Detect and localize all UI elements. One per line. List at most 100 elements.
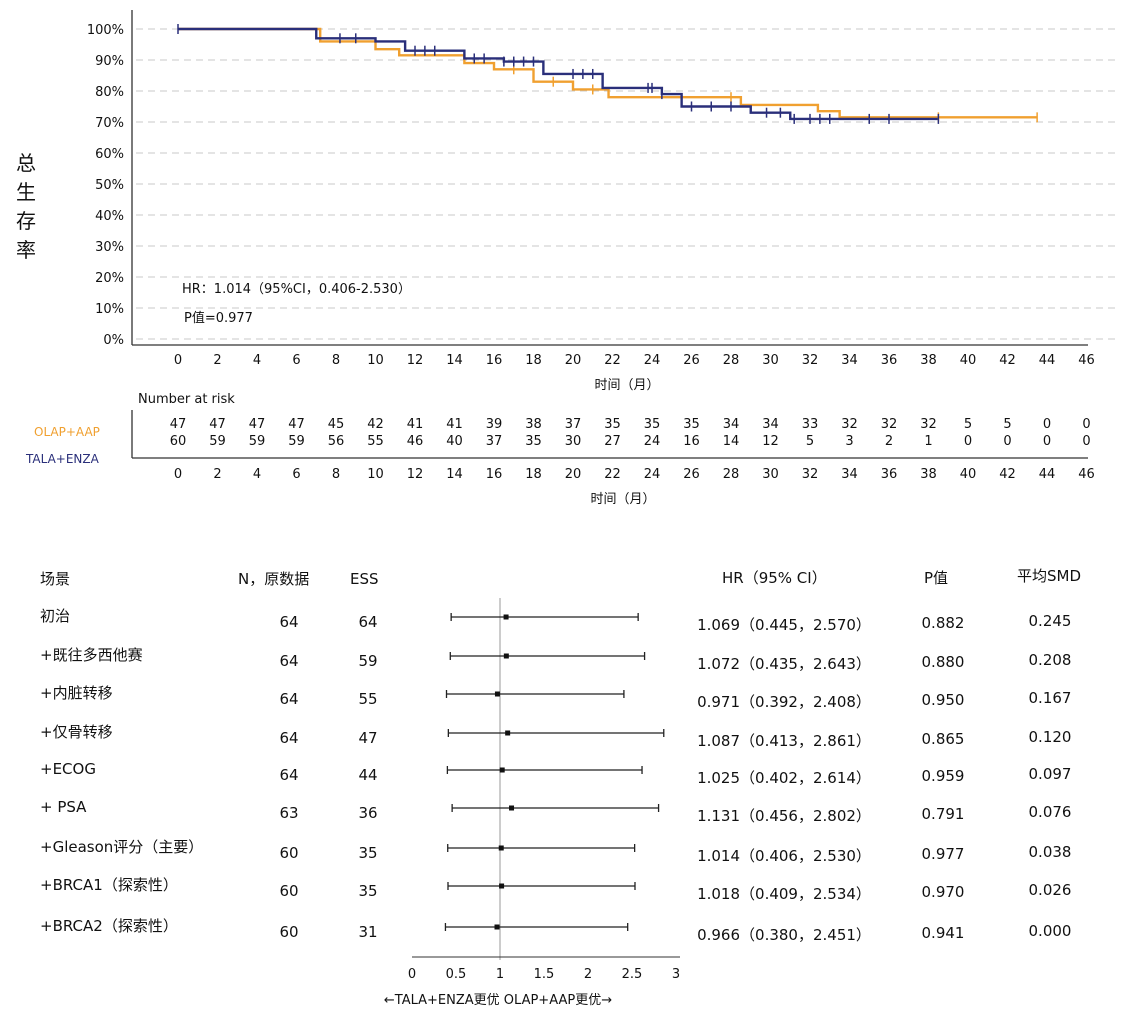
header-smd: 平均SMD bbox=[1017, 567, 1081, 585]
p-value-annotation: P值=0.977 bbox=[184, 310, 253, 326]
km-x-tick-label: 34 bbox=[841, 353, 858, 368]
risk-count: 34 bbox=[762, 417, 779, 432]
risk-x-tick-label: 46 bbox=[1078, 467, 1095, 482]
row-hr-ci: 1.025（0.402，2.614） bbox=[697, 769, 871, 787]
risk-x-tick-label: 16 bbox=[486, 467, 503, 482]
hr-point bbox=[503, 614, 509, 620]
row-ess: 47 bbox=[358, 729, 377, 747]
risk-count: 0 bbox=[964, 434, 972, 449]
risk-count: 0 bbox=[1003, 434, 1011, 449]
risk-x-axis-label: 时间（月） bbox=[590, 492, 655, 507]
row-scenario-label: +仅骨转移 bbox=[40, 723, 113, 741]
km-y-tick-label: 30% bbox=[95, 240, 124, 255]
hr-annotation: HR：1.014（95%CI，0.406-2.530） bbox=[182, 282, 411, 297]
forest-x-tick-label: 2 bbox=[584, 967, 592, 982]
km-x-tick-label: 38 bbox=[920, 353, 937, 368]
risk-count: 60 bbox=[170, 434, 187, 449]
row-n: 64 bbox=[279, 690, 298, 708]
km-x-tick-label: 22 bbox=[604, 353, 621, 368]
risk-x-tick-label: 26 bbox=[683, 467, 700, 482]
row-smd: 0.097 bbox=[1029, 765, 1072, 783]
row-n: 60 bbox=[279, 923, 298, 941]
km-x-tick-label: 2 bbox=[213, 353, 221, 368]
row-smd: 0.026 bbox=[1029, 881, 1072, 899]
forest-x-tick-label: 1 bbox=[496, 967, 504, 982]
km-x-ticks: 0 2 4 6 8 10 12 14 16 18 20 22 24 26 28 30 32 34 36 38 40 42 4… bbox=[174, 353, 1095, 368]
risk-x-tick-label: 2 bbox=[213, 467, 221, 482]
risk-count: 32 bbox=[841, 417, 858, 432]
risk-table: Number at risk OLAP+AAP TALA+ENZA 47 47 47… bbox=[25, 392, 1095, 507]
km-y-tick-label: 90% bbox=[95, 54, 124, 69]
row-n: 60 bbox=[279, 882, 298, 900]
km-x-tick-label: 32 bbox=[802, 353, 819, 368]
row-hr-ci: 1.087（0.413，2.861） bbox=[697, 732, 871, 750]
km-x-tick-label: 8 bbox=[332, 353, 340, 368]
risk-count: 38 bbox=[525, 417, 542, 432]
row-smd: 0.076 bbox=[1029, 803, 1072, 821]
risk-x-tick-label: 30 bbox=[762, 467, 779, 482]
km-x-tick-label: 36 bbox=[881, 353, 898, 368]
risk-count: 5 bbox=[964, 417, 972, 432]
row-p-value: 0.865 bbox=[922, 730, 965, 748]
row-smd: 0.167 bbox=[1029, 689, 1072, 707]
risk-count: 0 bbox=[1043, 434, 1051, 449]
hr-point bbox=[509, 805, 515, 811]
risk-x-tick-label: 28 bbox=[723, 467, 740, 482]
risk-count: 56 bbox=[328, 434, 345, 449]
row-n: 63 bbox=[279, 804, 298, 822]
row-scenario-label: +BRCA2（探索性） bbox=[40, 917, 178, 935]
km-x-tick-label: 12 bbox=[407, 353, 424, 368]
row-n: 64 bbox=[279, 729, 298, 747]
risk-count: 35 bbox=[525, 434, 542, 449]
header-hr: HR（95% CI） bbox=[722, 569, 827, 587]
km-y-tick-label: 40% bbox=[95, 209, 124, 224]
hr-point bbox=[498, 845, 504, 851]
forest-rows: 初治 64 64 1.069（0.445，2.570） 0.882 0.245 +既往多西他… bbox=[40, 607, 1071, 944]
risk-x-tick-label: 32 bbox=[802, 467, 819, 482]
row-scenario-label: + PSA bbox=[40, 798, 87, 816]
risk-count: 40 bbox=[446, 434, 463, 449]
row-scenario-label: +BRCA1（探索性） bbox=[40, 876, 178, 894]
row-ess: 36 bbox=[358, 804, 377, 822]
forest-x-caption: ←TALA+ENZA更优 OLAP+AAP更优→ bbox=[384, 993, 612, 1008]
row-p-value: 0.882 bbox=[922, 614, 965, 632]
row-p-value: 0.970 bbox=[922, 883, 965, 901]
row-ess: 35 bbox=[358, 844, 377, 862]
risk-x-tick-label: 34 bbox=[841, 467, 858, 482]
risk-count: 34 bbox=[723, 417, 740, 432]
row-hr-ci: 1.072（0.435，2.643） bbox=[697, 655, 871, 673]
row-hr-ci: 1.069（0.445，2.570） bbox=[697, 616, 871, 634]
risk-count: 37 bbox=[486, 434, 503, 449]
risk-values: 47 47 47 47 45 42 41 41 39 38 37 35 35 35 34 34 33 32 32 32… bbox=[170, 417, 1091, 449]
header-ess: ESS bbox=[350, 570, 379, 588]
km-y-tick-label: 10% bbox=[95, 302, 124, 317]
row-n: 64 bbox=[279, 613, 298, 631]
row-scenario-label: +既往多西他赛 bbox=[40, 646, 143, 664]
km-x-tick-label: 26 bbox=[683, 353, 700, 368]
km-x-tick-label: 46 bbox=[1078, 353, 1095, 368]
km-y-tick-label: 70% bbox=[95, 116, 124, 131]
risk-count: 33 bbox=[802, 417, 819, 432]
risk-count: 46 bbox=[407, 434, 424, 449]
row-p-value: 0.977 bbox=[922, 845, 965, 863]
row-p-value: 0.959 bbox=[922, 767, 965, 785]
row-smd: 0.000 bbox=[1029, 922, 1072, 940]
forest-x-tick-label: 0 bbox=[408, 967, 416, 982]
row-smd: 0.245 bbox=[1029, 612, 1072, 630]
hr-point bbox=[499, 767, 505, 773]
row-hr-ci: 0.966（0.380，2.451） bbox=[697, 926, 871, 944]
risk-x-tick-label: 18 bbox=[525, 467, 542, 482]
km-x-tick-label: 16 bbox=[486, 353, 503, 368]
risk-count: 1 bbox=[924, 434, 932, 449]
row-scenario-label: +Gleason评分（主要） bbox=[40, 838, 203, 856]
risk-count: 39 bbox=[486, 417, 503, 432]
risk-count: 59 bbox=[288, 434, 305, 449]
km-x-tick-label: 42 bbox=[999, 353, 1016, 368]
forest-x-ticks: 0 0.5 1 1.5 2 2.5 3 bbox=[408, 967, 680, 982]
row-scenario-label: 初治 bbox=[40, 607, 70, 625]
row-n: 64 bbox=[279, 766, 298, 784]
row-p-value: 0.950 bbox=[922, 691, 965, 709]
hr-point bbox=[499, 883, 505, 889]
forest-x-tick-label: 0.5 bbox=[446, 967, 467, 982]
km-y-axis-label-char: 存 bbox=[16, 209, 36, 233]
